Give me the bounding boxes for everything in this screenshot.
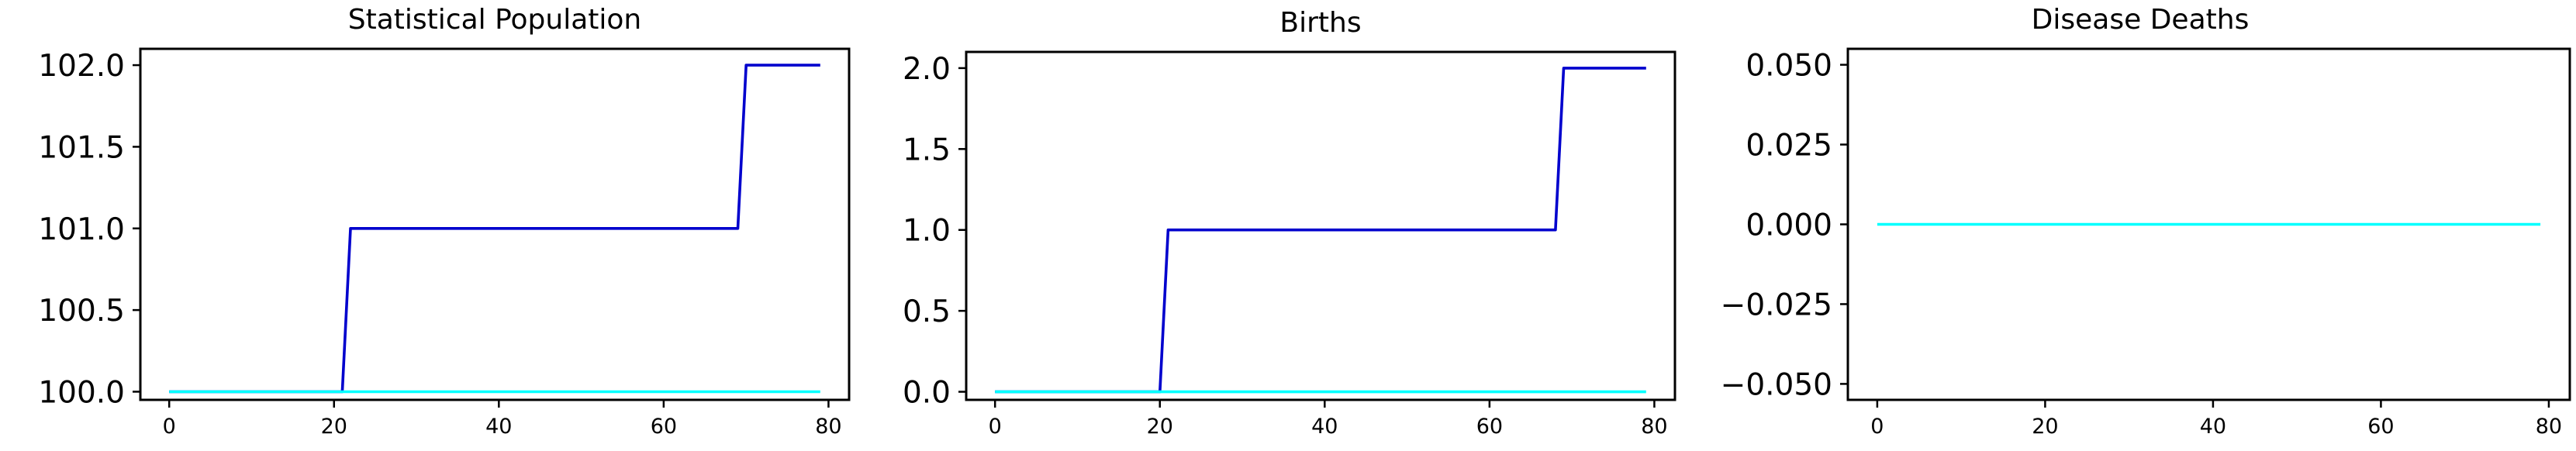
- y-tick-label: 2.0: [903, 52, 951, 87]
- y-tick-label: 100.0: [38, 375, 125, 410]
- series-line-1: [169, 64, 820, 394]
- plot-marks: 0 20 40 60 80 100.0 100.5 101.0 101.5 102.0: [38, 49, 841, 439]
- x-tick-label: 60: [651, 415, 677, 439]
- axes-frame: [139, 47, 851, 401]
- axes-frame: [965, 50, 1676, 401]
- y-tick-label: 1.5: [903, 133, 951, 167]
- x-tick-label: 80: [815, 415, 841, 439]
- x-tick-label: 0: [989, 415, 1002, 439]
- x-tick-label: 20: [2032, 415, 2058, 439]
- subplot-title: Disease Deaths: [2032, 4, 2250, 36]
- x-tick-label: 40: [1311, 415, 1338, 439]
- y-tick-label: 102.0: [38, 49, 125, 84]
- x-tick-label: 80: [2536, 415, 2562, 439]
- subplot-births: Births 0 20 40 60 80 0.0 0.5 1.0 1.5 2.0: [903, 7, 1676, 439]
- plot-marks: 0 20 40 60 80 0.0 0.5 1.0 1.5 2.0: [903, 52, 1668, 439]
- subplot-title: Statistical Population: [348, 4, 641, 36]
- x-tick-label: 40: [485, 415, 512, 439]
- subplot-title: Births: [1279, 7, 1361, 39]
- subplot-statistical-population: Statistical Population 0 20 40 60 80 100.0 100…: [38, 4, 851, 439]
- x-tick-label: 40: [2200, 415, 2226, 439]
- y-tick-label: 101.0: [38, 212, 125, 247]
- y-tick-label: 101.5: [38, 130, 125, 165]
- y-tick-label: −0.050: [1721, 367, 1832, 402]
- y-tick-label: 0.0: [903, 376, 951, 411]
- y-tick-label: 100.5: [38, 294, 125, 329]
- x-tick-label: 60: [2367, 415, 2394, 439]
- y-tick-label: 0.000: [1746, 208, 1832, 243]
- y-tick-label: 0.5: [903, 294, 951, 329]
- x-tick-label: 0: [163, 415, 176, 439]
- x-tick-label: 20: [1147, 415, 1173, 439]
- plot-marks: 0 20 40 60 80 −0.050 −0.025 0.000 0.025 0.050: [1721, 49, 2562, 439]
- y-tick-label: −0.025: [1721, 287, 1832, 322]
- x-tick-label: 80: [1641, 415, 1667, 439]
- x-tick-label: 60: [1476, 415, 1503, 439]
- x-tick-label: 0: [1870, 415, 1884, 439]
- x-tick-label: 20: [321, 415, 347, 439]
- y-tick-label: 0.050: [1746, 49, 1832, 84]
- series-line-1: [995, 67, 1646, 394]
- y-tick-label: 0.025: [1746, 129, 1832, 164]
- y-tick-label: 1.0: [903, 214, 951, 249]
- subplot-disease-deaths: Disease Deaths 0 20 40 60 80 −0.050 −0.025 0.00…: [1721, 4, 2571, 439]
